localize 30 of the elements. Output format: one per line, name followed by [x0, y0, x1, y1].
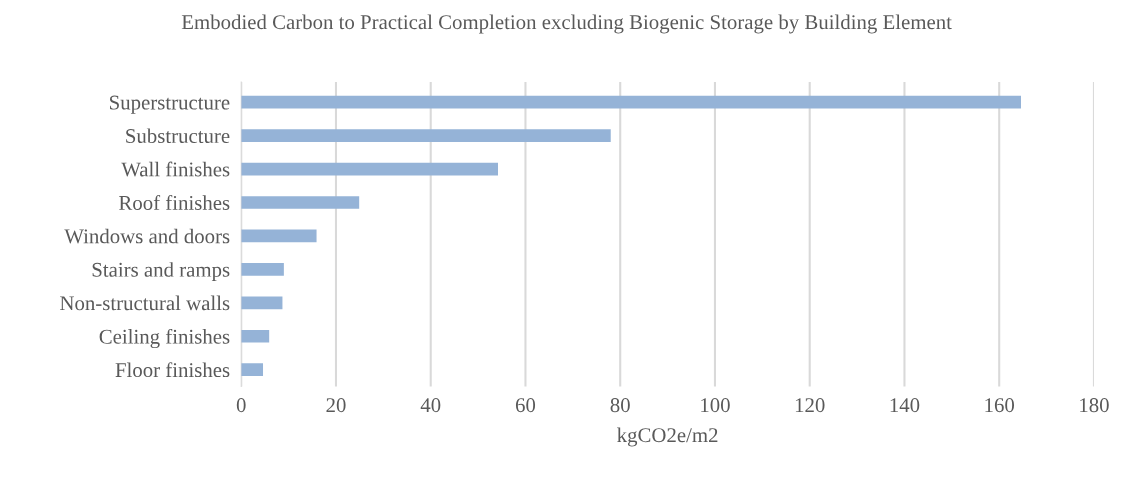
bar: [241, 229, 317, 243]
y-tick-label: Wall finishes: [121, 161, 230, 177]
x-tick-label: 20: [326, 398, 346, 413]
y-tick-label: Substructure: [126, 128, 230, 144]
chart-title: Embodied Carbon to Practical Completion excluding Biogenic Storage by Building Element: [181, 14, 952, 34]
y-tick-label: Stairs and ramps: [92, 262, 230, 282]
y-tick-label: Non-structural walls: [60, 295, 230, 311]
x-tick-label: 60: [515, 398, 536, 413]
bar: [241, 162, 498, 176]
bar: [241, 329, 270, 343]
x-tick-label: 120: [795, 398, 825, 413]
x-tick-label: 40: [420, 398, 441, 413]
y-tick-label: Ceiling finishes: [99, 328, 230, 349]
bar: [241, 129, 611, 142]
y-tick-label: Superstructure: [110, 95, 230, 114]
bar: [241, 363, 264, 377]
bar: [241, 263, 284, 276]
x-tick-label: 100: [701, 398, 730, 413]
x-tick-label: 160: [985, 398, 1015, 413]
x-axis-title: kgCO2e/m2: [617, 427, 718, 447]
bar: [241, 196, 360, 209]
x-tick-label: 0: [236, 398, 246, 413]
bar: [241, 95, 1021, 109]
y-tick-label: Windows and doors: [64, 228, 230, 244]
bar: [241, 296, 283, 310]
x-tick-label: 80: [610, 398, 630, 413]
y-tick-label: Roof finishes: [119, 195, 230, 210]
y-tick-label: Floor finishes: [115, 362, 230, 378]
x-tick-label: 180: [1080, 398, 1109, 413]
x-tick-label: 140: [890, 398, 920, 413]
